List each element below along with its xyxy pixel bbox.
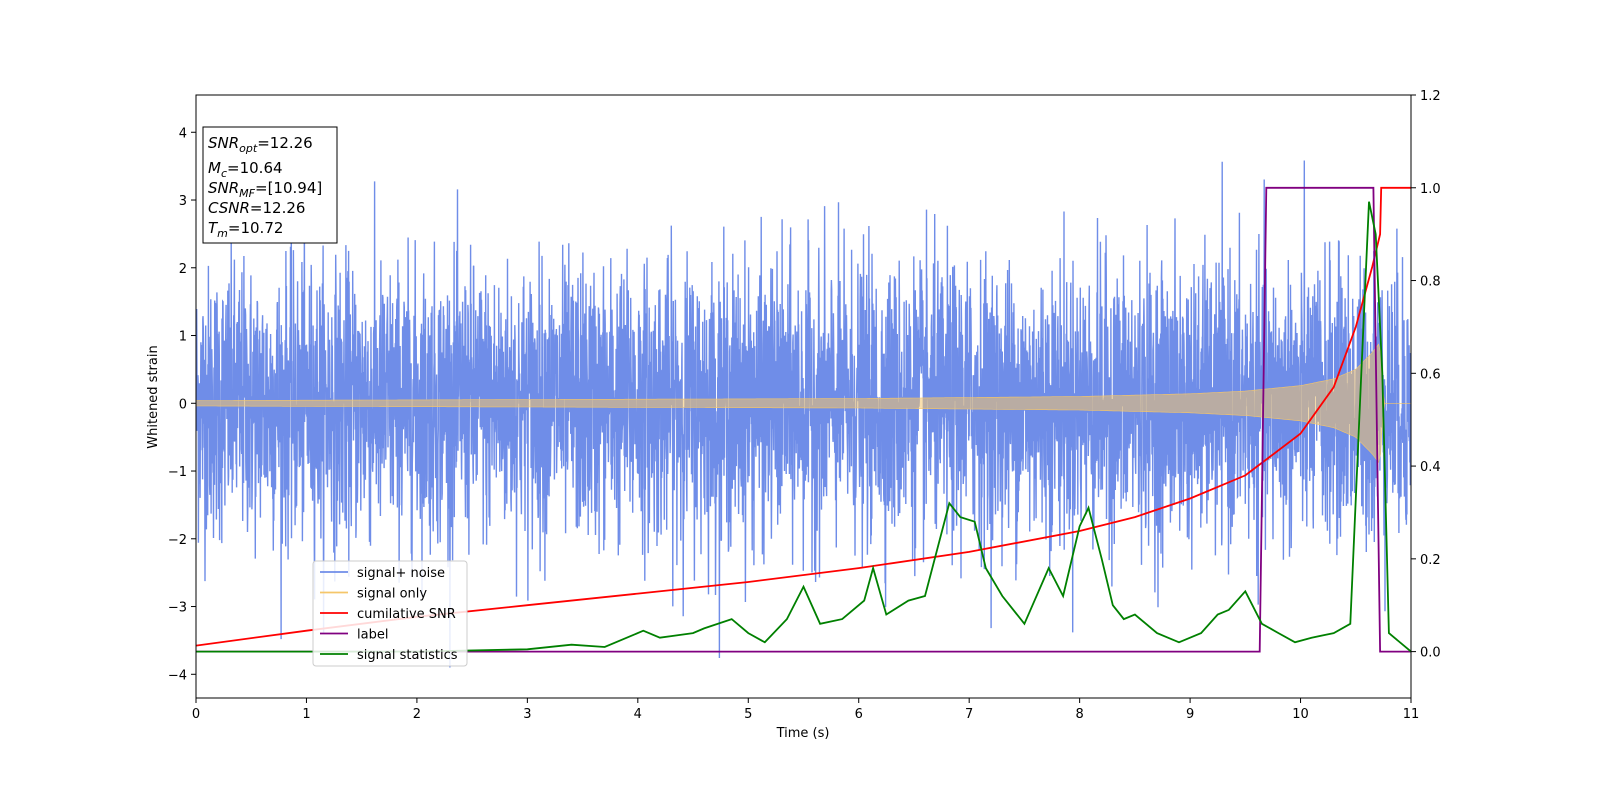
y-left-tick-label: 0 (179, 397, 187, 412)
info-mc: Mc=10.64 (208, 159, 283, 180)
y-right-tick-label: 0.8 (1420, 275, 1441, 290)
y-left-tick-label: 2 (179, 262, 187, 277)
y-right-tick-label: 1.2 (1420, 89, 1441, 104)
legend-label: cumilative SNR (357, 607, 456, 622)
series-signal-only (196, 343, 1411, 463)
series-label (196, 186, 1411, 653)
y-right-tick-label: 0.4 (1420, 460, 1441, 475)
y-right-tick-label: 1.0 (1420, 182, 1441, 197)
series-cumulative-snr (196, 186, 1411, 647)
legend-label: signal only (357, 587, 427, 602)
x-axis: 0 1 2 3 4 5 6 7 8 9 10 11 (192, 698, 1419, 722)
y-axis-left: −4 −3 −2 −1 0 1 2 3 4 (168, 126, 196, 683)
y-left-tick-label: −2 (168, 533, 187, 548)
axes-frame (195, 94, 1412, 699)
x-tick-label: 1 (302, 707, 310, 722)
y-axis-right: 0.0 0.2 0.4 0.6 0.8 1.0 1.2 (1411, 89, 1441, 661)
info-snr-opt: SNRopt=12.26 (208, 134, 313, 155)
x-tick-label: 0 (192, 707, 200, 722)
x-tick-label: 7 (965, 707, 973, 722)
x-tick-label: 2 (413, 707, 421, 722)
y-left-tick-label: −1 (168, 465, 187, 480)
legend-label: label (357, 628, 388, 643)
x-tick-label: 9 (1186, 707, 1194, 722)
x-tick-label: 3 (523, 707, 531, 722)
y-left-tick-label: 3 (179, 194, 187, 209)
info-snr-mf: SNRMF=[10.94] (208, 179, 322, 200)
y-left-tick-label: 4 (179, 126, 187, 141)
x-axis-title: Time (s) (776, 726, 830, 741)
x-tick-label: 6 (855, 707, 863, 722)
info-box: SNRopt=12.26 Mc=10.64 SNRMF=[10.94] CSNR… (202, 126, 338, 244)
y-axis-title: Whitened strain (146, 345, 161, 448)
info-tm: Tm=10.72 (208, 219, 283, 240)
y-left-tick-label: −4 (168, 668, 187, 683)
y-left-tick-label: −3 (168, 601, 187, 616)
y-right-tick-label: 0.6 (1420, 367, 1441, 382)
legend-label: signal statistics (357, 648, 458, 663)
x-tick-label: 5 (744, 707, 752, 722)
x-tick-label: 8 (1075, 707, 1083, 722)
y-right-tick-label: 0.0 (1420, 646, 1441, 661)
series-signal-statistics (196, 201, 1411, 653)
x-tick-label: 4 (634, 707, 642, 722)
x-tick-label: 11 (1403, 707, 1420, 722)
legend-label: signal+ noise (357, 566, 445, 581)
legend: signal+ noise signal only cumilative SNR la… (312, 560, 468, 667)
x-tick-label: 10 (1292, 707, 1309, 722)
y-left-tick-label: 1 (179, 330, 187, 345)
info-csnr: CSNR=12.26 (208, 199, 305, 217)
y-right-tick-label: 0.2 (1420, 553, 1441, 568)
